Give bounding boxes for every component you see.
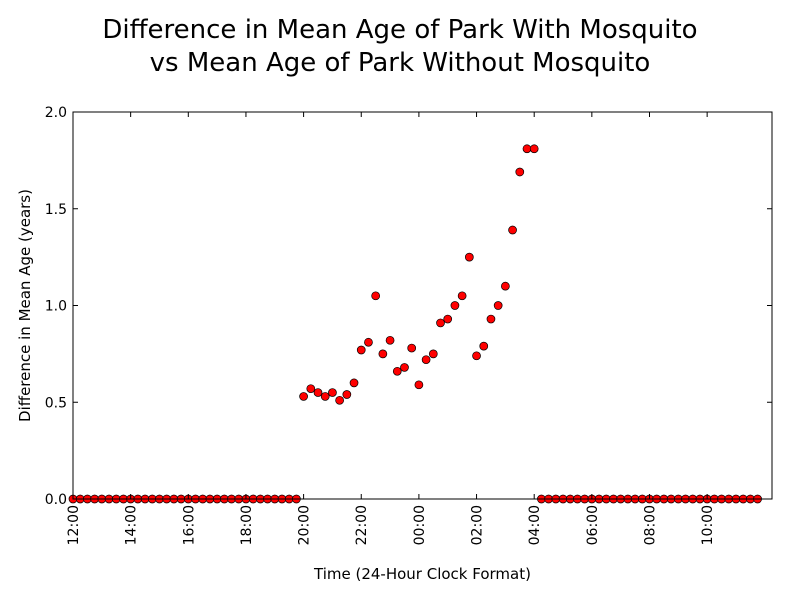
data-point: [421, 355, 431, 365]
data-point: [493, 301, 503, 310]
data-point: [306, 384, 316, 394]
data-point: [472, 351, 481, 361]
data-point: [313, 388, 323, 397]
y-tick-label: 2.0: [45, 105, 67, 121]
data-point: [392, 366, 402, 376]
data-point: [479, 341, 489, 351]
data-point: [356, 345, 366, 355]
chart-title-line1: Difference in Mean Age of Park With Mosq…: [102, 15, 698, 45]
data-point: [400, 363, 409, 372]
data-point: [335, 395, 344, 405]
x-tick-label: 14:00: [124, 505, 140, 545]
data-point: [436, 318, 445, 328]
data-point: [371, 291, 381, 301]
data-point: [464, 252, 474, 262]
x-tick-label: 20:00: [297, 505, 313, 545]
chart-title: Difference in Mean Age of Park With Mosq…: [0, 14, 800, 80]
data-point: [508, 225, 517, 235]
x-tick-label: 22:00: [354, 505, 370, 545]
x-tick-label: 18:00: [239, 505, 255, 545]
y-tick-label: 0.5: [45, 395, 67, 411]
plot-frame: [72, 111, 773, 500]
data-point: [364, 337, 373, 347]
x-tick-label: 12:00: [66, 505, 82, 545]
data-point: [378, 349, 388, 359]
data-point: [529, 144, 539, 154]
data-point: [414, 380, 424, 390]
x-tick-label: 10:00: [700, 505, 716, 545]
data-point: [443, 314, 453, 324]
x-tick-label: 16:00: [181, 505, 197, 545]
data-point: [486, 314, 496, 324]
data-point: [428, 349, 438, 359]
y-axis-label: Difference in Mean Age (years): [16, 189, 34, 422]
x-axis-label: Time (24-Hour Clock Format): [313, 565, 531, 583]
x-tick-label: 08:00: [642, 505, 658, 545]
data-point: [457, 291, 467, 301]
data-point: [407, 343, 417, 353]
data-point: [349, 378, 359, 388]
y-tick-label: 1.0: [45, 299, 67, 315]
chart-title-line2: vs Mean Age of Park Without Mosquito: [149, 48, 651, 78]
data-point: [515, 167, 525, 177]
x-tick-label: 04:00: [527, 505, 543, 545]
y-tick-label: 1.5: [45, 202, 67, 218]
x-axis: 12:00 14:00 16:00 18:00 20:00 22:00 00:00 02:00…: [66, 112, 716, 545]
x-tick-label: 00:00: [412, 505, 428, 545]
data-point: [342, 390, 352, 399]
data-points: [68, 144, 762, 504]
data-point: [522, 144, 532, 154]
data-point: [450, 301, 460, 310]
y-axis: 0.0 0.5 1.0 1.5 2.0: [45, 105, 772, 508]
data-point: [299, 392, 308, 401]
data-point: [320, 392, 330, 401]
data-point: [328, 388, 337, 397]
data-point: [385, 335, 395, 345]
x-tick-label: 06:00: [585, 505, 601, 545]
x-tick-label: 02:00: [470, 505, 486, 545]
y-tick-label: 0.0: [45, 492, 67, 508]
data-point: [501, 281, 510, 291]
